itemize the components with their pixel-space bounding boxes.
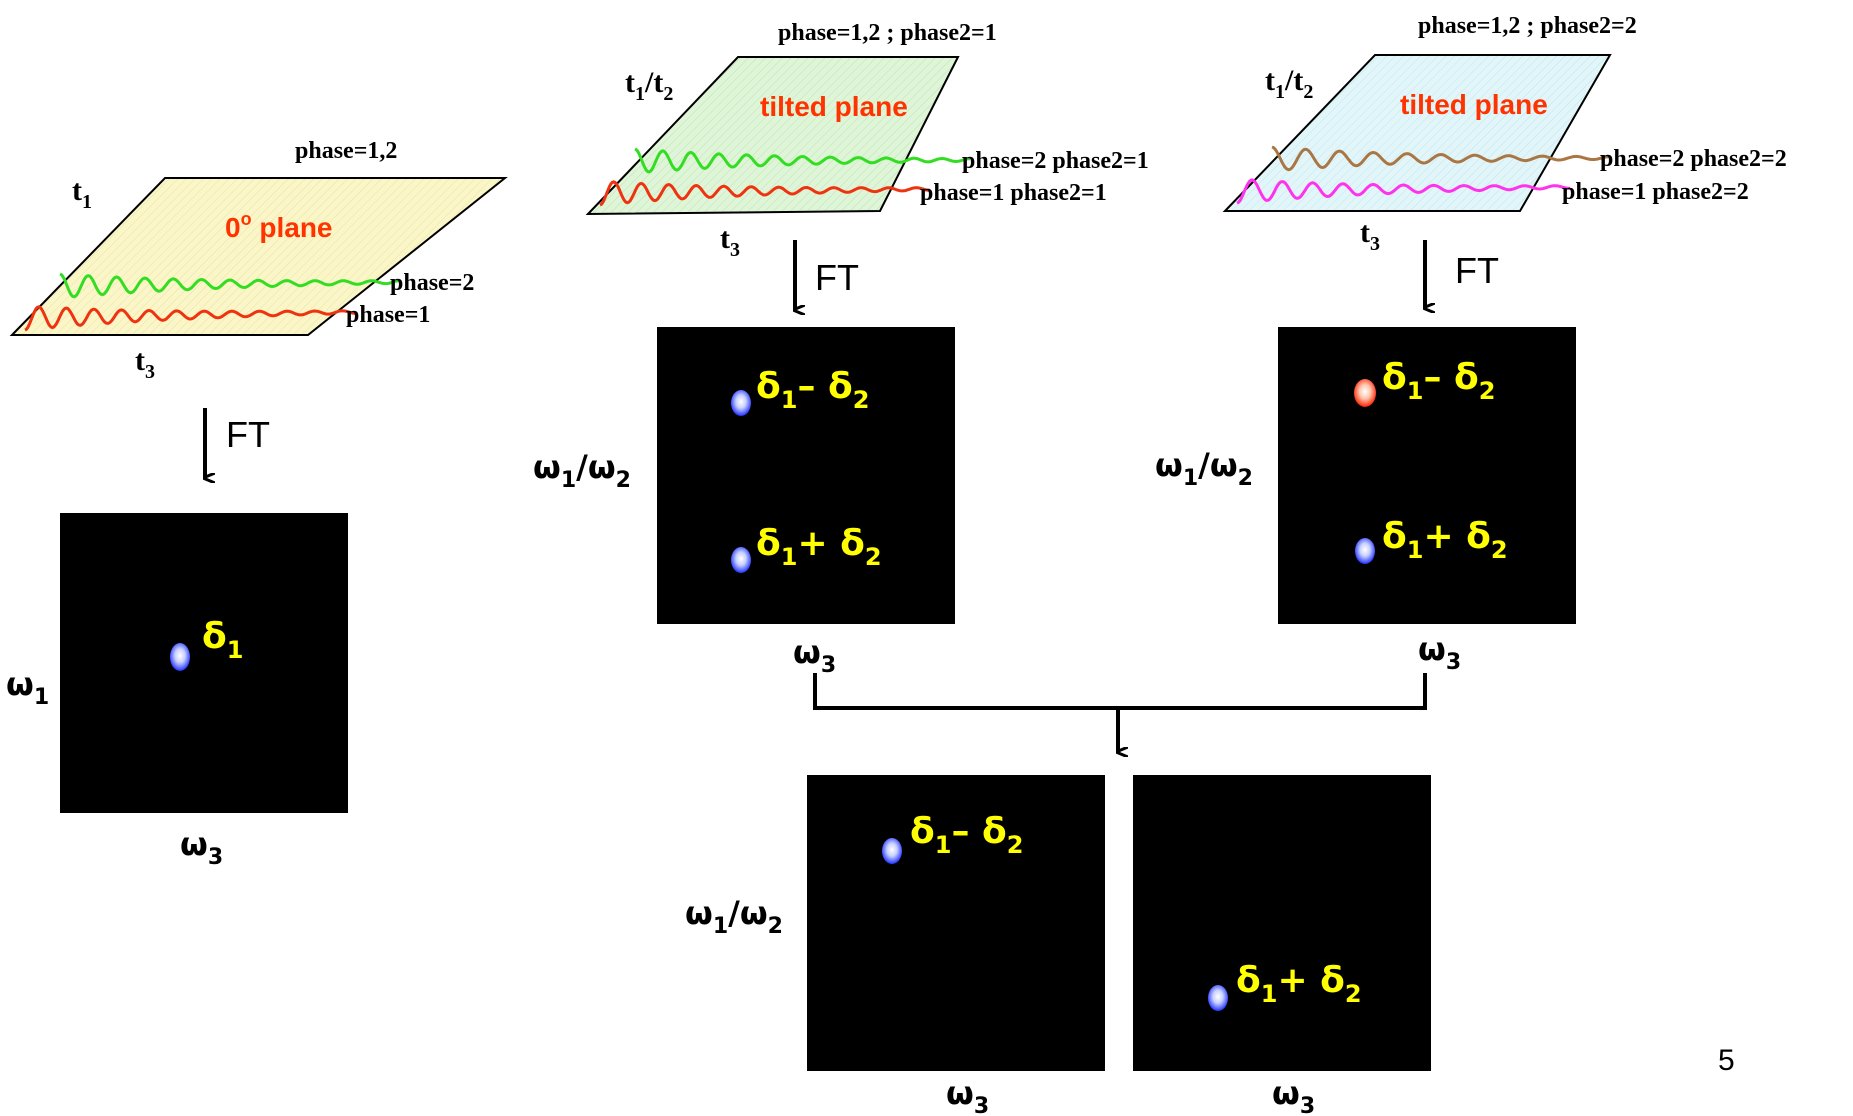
omega1-axis-label: ω1 bbox=[6, 665, 49, 710]
peak-dot-diff bbox=[731, 390, 751, 416]
spectrum-box bbox=[657, 327, 955, 624]
ft-label: FT bbox=[1455, 250, 1499, 291]
wave-phase2 bbox=[59, 272, 400, 299]
combine-connector bbox=[813, 673, 1427, 752]
omega3-axis-label: ω3 bbox=[1418, 630, 1461, 675]
ft-label: FT bbox=[226, 414, 270, 455]
wave-label-phase1: phase=1 bbox=[346, 302, 430, 328]
omega3-axis-label: ω3 bbox=[180, 825, 223, 870]
wave-label-phase2: phase=2 phase2=2 bbox=[1600, 146, 1787, 172]
wave-phase2 bbox=[1271, 145, 1610, 172]
panel-tilt-2: phase=1,2 ; phase2=2 tilted plane phase=… bbox=[1155, 13, 1787, 675]
panel-zero: phase=1,2 0o plane phase=2 phase=1 t1 t3… bbox=[6, 138, 508, 870]
omega1-omega2-axis-label: ω1/ω2 bbox=[533, 448, 631, 493]
peak-label-diff: δ1– δ2 bbox=[910, 811, 1023, 859]
plane-title: tilted plane bbox=[760, 91, 908, 122]
plane-title: 0o plane bbox=[225, 209, 333, 243]
omega3-axis-label-right: ω3 bbox=[1272, 1074, 1315, 1116]
peak-dot-sum bbox=[1355, 538, 1375, 564]
t1-t2-axis-label: t1/t2 bbox=[625, 66, 673, 105]
t3-axis-label: t3 bbox=[720, 222, 740, 261]
spectrum-box-sum bbox=[1133, 775, 1431, 1071]
t1-t2-axis-label: t1/t2 bbox=[1265, 64, 1313, 103]
panel-combined: δ1– δ2 δ1+ δ2 ω1/ω2 ω3 ω3 bbox=[685, 775, 1431, 1116]
wave-phase2 bbox=[634, 147, 970, 174]
zero-degree-plane bbox=[9, 177, 508, 336]
panel-tilt-1: phase=1,2 ; phase2=1 tilted plane phase=… bbox=[533, 20, 1149, 678]
wave-label-phase1: phase=1 phase2=2 bbox=[1562, 179, 1749, 205]
peak-label-sum: δ1+ δ2 bbox=[756, 523, 882, 571]
omega3-axis-label-left: ω3 bbox=[946, 1074, 989, 1116]
tilted-plane bbox=[585, 56, 960, 216]
t3-axis-label: t3 bbox=[135, 344, 155, 383]
tilted-plane bbox=[1222, 54, 1612, 212]
peak-label-sum: δ1+ δ2 bbox=[1236, 960, 1362, 1008]
wave-label-phase2: phase=2 phase2=1 bbox=[962, 148, 1149, 174]
peak-label-diff: δ1– δ2 bbox=[756, 366, 869, 414]
peak-dot bbox=[170, 643, 190, 671]
spectrum-box bbox=[60, 513, 348, 813]
plane-title: tilted plane bbox=[1400, 89, 1548, 120]
omega3-axis-label: ω3 bbox=[793, 633, 836, 678]
peak-label-sum: δ1+ δ2 bbox=[1382, 516, 1508, 564]
peak-label-diff: δ1– δ2 bbox=[1382, 357, 1495, 405]
spectrum-box-diff bbox=[807, 775, 1105, 1071]
peak-label: δ1 bbox=[202, 616, 243, 664]
peak-dot-diff bbox=[882, 838, 902, 864]
page-number: 5 bbox=[1718, 1044, 1735, 1077]
panel-tilt2-header: phase=1,2 ; phase2=2 bbox=[1418, 13, 1637, 39]
peak-dot-sum bbox=[1208, 985, 1228, 1011]
spectrum-box bbox=[1278, 327, 1576, 624]
wave-phase1 bbox=[599, 180, 930, 207]
ft-label: FT bbox=[815, 257, 859, 298]
wave-phase1 bbox=[24, 305, 356, 332]
panel-tilt1-header: phase=1,2 ; phase2=1 bbox=[778, 20, 997, 46]
peak-dot-sum bbox=[731, 547, 751, 573]
wave-label-phase2: phase=2 bbox=[390, 270, 474, 296]
t3-axis-label: t3 bbox=[1360, 216, 1380, 255]
panel-zero-header: phase=1,2 bbox=[295, 138, 397, 164]
wave-phase1 bbox=[1236, 178, 1570, 205]
omega1-omega2-axis-label: ω1/ω2 bbox=[685, 894, 783, 939]
wave-label-phase1: phase=1 phase2=1 bbox=[920, 180, 1107, 206]
omega1-omega2-axis-label: ω1/ω2 bbox=[1155, 446, 1253, 491]
t1-axis-label: t1 bbox=[72, 174, 92, 213]
peak-dot-diff bbox=[1354, 379, 1376, 407]
